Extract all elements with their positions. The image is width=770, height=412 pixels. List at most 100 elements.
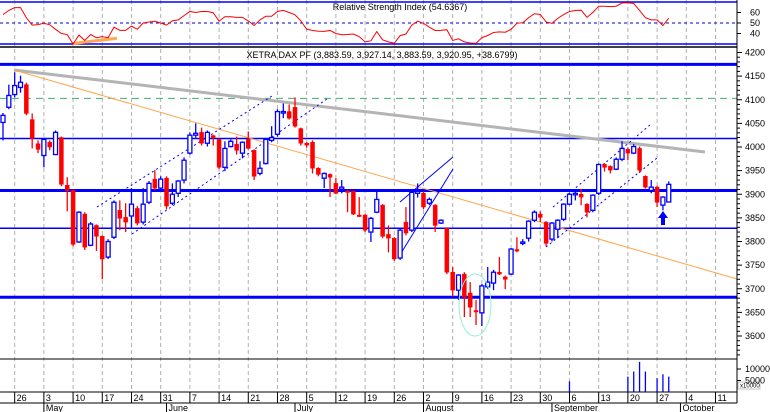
week-label: 10 — [75, 393, 85, 403]
candle — [204, 130, 211, 147]
candle-body — [660, 196, 666, 206]
candle-body — [263, 138, 269, 165]
candle-body — [280, 110, 286, 114]
channel-line — [545, 157, 658, 248]
price-tick-label: 3650 — [745, 307, 765, 317]
rsi-title: Relative Strength Index (54.6367) — [333, 2, 468, 12]
week-label: 16 — [484, 393, 494, 403]
trend-line — [399, 156, 454, 203]
candle-body — [514, 249, 520, 252]
candle-body — [549, 222, 555, 240]
week-label: 23 — [513, 393, 523, 403]
candle-body — [123, 217, 128, 223]
candle-body — [321, 172, 327, 179]
candle-body — [374, 198, 380, 213]
candle-body — [467, 292, 473, 308]
candle-body — [578, 194, 584, 198]
candle — [549, 222, 555, 242]
candle — [327, 173, 333, 198]
candle — [298, 127, 304, 146]
candle — [333, 178, 339, 195]
candle — [386, 225, 391, 253]
candle — [467, 282, 473, 318]
candle — [35, 140, 41, 154]
candle — [560, 203, 567, 222]
candle — [520, 239, 526, 246]
candle — [584, 203, 590, 218]
candle — [625, 147, 631, 161]
candle — [181, 157, 187, 184]
candle — [596, 163, 602, 196]
gray-trendline — [13, 68, 706, 154]
candle-body — [525, 220, 532, 239]
candle-body — [216, 139, 222, 168]
candle-body — [327, 174, 333, 178]
candle — [572, 189, 578, 201]
candle-body — [619, 147, 625, 160]
candle-body — [625, 149, 631, 154]
candle — [24, 82, 29, 116]
rsi-line — [2, 2, 670, 45]
candle-body — [637, 148, 642, 171]
up-arrow-icon — [658, 211, 668, 225]
candle — [175, 180, 181, 198]
candle — [578, 189, 584, 206]
candle-body — [64, 185, 70, 191]
candle — [228, 139, 234, 148]
candle-body — [520, 241, 526, 245]
candle — [64, 177, 70, 212]
candle-body — [339, 186, 345, 190]
candle-body — [613, 158, 619, 170]
candle-body — [316, 168, 321, 175]
candle — [351, 190, 356, 216]
candle-body — [345, 190, 350, 193]
candle — [199, 127, 204, 146]
candle-body — [41, 138, 47, 157]
candle-body — [380, 204, 385, 237]
candle-body — [538, 213, 543, 218]
candle — [502, 275, 508, 290]
week-label: 7 — [192, 393, 197, 403]
week-label: 11 — [717, 393, 726, 403]
candle-body — [0, 114, 6, 124]
candle-body — [128, 203, 135, 217]
candle — [70, 189, 76, 247]
candle — [619, 141, 625, 162]
candle-body — [257, 167, 263, 175]
candle-body — [59, 137, 64, 185]
candle — [473, 300, 479, 326]
candle — [538, 211, 543, 223]
week-label: 27 — [659, 393, 669, 403]
week-label: 31 — [163, 393, 173, 403]
highlight-ellipse — [458, 273, 492, 337]
candle — [280, 103, 286, 119]
candle — [239, 141, 246, 159]
candle — [17, 75, 24, 93]
candle-body — [560, 203, 567, 220]
candle — [82, 212, 88, 251]
candle-body — [351, 191, 356, 215]
candle-body — [87, 223, 94, 246]
candle — [187, 132, 193, 155]
candle-body — [246, 139, 251, 149]
candle — [12, 72, 18, 98]
candle — [654, 185, 660, 208]
candle-body — [666, 183, 672, 203]
candle-body — [596, 163, 602, 194]
candle-body — [502, 276, 508, 280]
week-label: 19 — [367, 393, 377, 403]
candle-body — [94, 225, 99, 237]
candle — [555, 219, 561, 239]
candle — [409, 191, 415, 233]
candle — [257, 161, 263, 176]
candle — [251, 149, 257, 181]
candle — [193, 123, 199, 138]
candle-body — [414, 190, 421, 194]
rsi-tick-label: 40 — [750, 29, 760, 39]
week-label: 28 — [279, 393, 289, 403]
candle-body — [304, 142, 309, 146]
candle-body — [455, 274, 462, 291]
candle — [432, 204, 438, 233]
price-tick-label: 3850 — [745, 213, 765, 223]
candle-body — [333, 183, 339, 194]
